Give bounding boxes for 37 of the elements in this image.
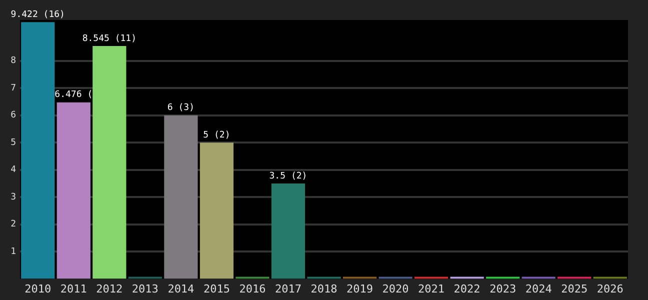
x-tick-label: 2017 [274, 282, 302, 296]
y-tick-label: 8 [10, 56, 16, 66]
x-tick-label: 2012 [96, 282, 123, 296]
y-tick-label: 4 [10, 165, 16, 176]
bar [21, 22, 55, 279]
x-tick-label: 2023 [490, 282, 516, 296]
x-tick-label: 2016 [239, 282, 266, 296]
y-tick-label: 3 [10, 192, 16, 202]
x-tick-label: 2018 [310, 282, 338, 296]
y-tick-label: 1 [10, 246, 16, 257]
y-tick-label: 7 [10, 83, 16, 94]
data-label: 5 (2) [203, 130, 230, 140]
bar [271, 183, 306, 279]
x-tick-label: 2026 [596, 282, 624, 296]
data-label: 3.5 (2) [269, 171, 308, 182]
data-label: 6 (3) [167, 103, 194, 114]
y-tick-label: 5 [10, 138, 16, 148]
x-tick-label: 2020 [382, 282, 409, 296]
x-tick-label: 2019 [346, 282, 374, 296]
bar [164, 115, 198, 279]
y-tick-label: 6 [10, 110, 16, 121]
x-tick-label: 2022 [454, 282, 480, 296]
bar [92, 46, 126, 279]
x-tick-label: 2025 [561, 282, 588, 296]
x-tick-label: 2013 [132, 282, 158, 296]
x-tick-label: 2015 [203, 282, 230, 296]
x-tick-label: 2024 [525, 282, 552, 296]
x-tick-label: 2010 [24, 282, 52, 296]
data-label: 6.476 ( [54, 90, 93, 100]
data-label: 9.422 (16) [10, 10, 65, 20]
x-tick-label: 2021 [418, 282, 445, 296]
y-tick-label: 2 [10, 220, 16, 230]
bar [200, 142, 234, 279]
x-tick-label: 2014 [168, 282, 195, 296]
x-tick-label: 2011 [60, 282, 87, 296]
bar [56, 102, 90, 279]
data-label: 8.545 (11) [82, 34, 137, 44]
